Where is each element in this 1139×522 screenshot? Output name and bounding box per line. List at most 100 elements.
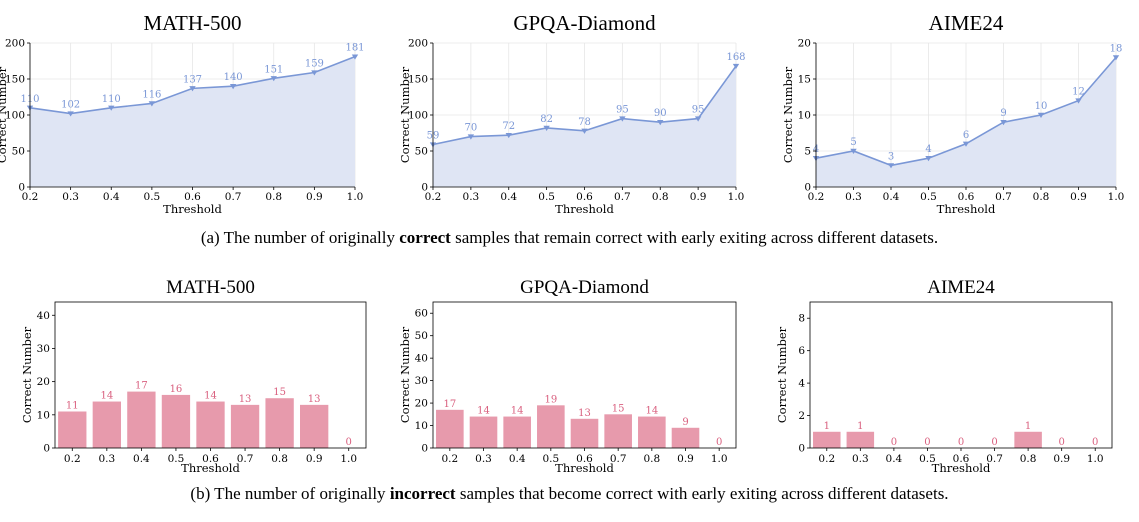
x-tick-label: 0.8 — [271, 453, 288, 465]
x-tick-label: 0.9 — [306, 453, 323, 465]
point-marker — [581, 128, 588, 134]
y-tick-label: 10 — [415, 420, 428, 432]
x-tick-label: 0.5 — [920, 191, 937, 203]
x-tick-label: 0.9 — [1053, 453, 1070, 465]
y-axis-label: Correct Number — [781, 66, 795, 163]
chart-3: AIME244534691012180.20.30.40.50.60.70.80… — [781, 11, 1124, 216]
x-tick-label: 0.3 — [845, 191, 862, 203]
y-tick-label: 0 — [43, 443, 50, 455]
x-tick-label: 0.3 — [98, 453, 115, 465]
chart-title: AIME24 — [927, 277, 995, 298]
bar — [161, 394, 191, 448]
x-tick-label: 0.2 — [64, 453, 81, 465]
x-tick-label: 0.2 — [808, 191, 825, 203]
x-tick-label: 0.4 — [509, 453, 526, 465]
x-tick-label: 1.0 — [1108, 191, 1125, 203]
point-marker — [189, 86, 196, 92]
y-tick-label: 4 — [798, 378, 805, 390]
caption-a: (a) The number of originally correct sam… — [0, 228, 1139, 248]
data-label: 13 — [578, 408, 591, 419]
x-tick-label: 0.6 — [576, 453, 593, 465]
data-label: 0 — [346, 437, 352, 448]
caption-a-prefix: (a) The number of originally — [200, 228, 400, 247]
x-tick-label: 0.5 — [144, 191, 161, 203]
data-label: 12 — [1072, 87, 1085, 98]
x-tick-label: 0.4 — [133, 453, 150, 465]
y-tick-label: 0 — [421, 443, 428, 455]
data-label: 14 — [100, 391, 113, 402]
point-marker — [270, 76, 277, 82]
data-label: 159 — [305, 59, 324, 70]
x-tick-label: 0.2 — [425, 191, 442, 203]
bar — [196, 401, 225, 448]
data-label: 14 — [204, 391, 217, 402]
x-tick-label: 0.5 — [542, 453, 559, 465]
data-label: 95 — [692, 105, 705, 116]
data-label: 3 — [888, 151, 894, 162]
data-label: 18 — [1110, 43, 1123, 54]
data-label: 0 — [991, 437, 997, 448]
x-tick-label: 0.5 — [168, 453, 185, 465]
caption-a-bold: correct — [399, 228, 451, 247]
chart-5: GPQA-Diamond 17 0.2 14 0.3 14 0.4 19 0.5 13 0.6 15 0… — [398, 277, 737, 475]
x-tick-label: 1.0 — [728, 191, 745, 203]
x-tick-label: 0.9 — [677, 453, 694, 465]
y-tick-label: 0 — [804, 182, 811, 194]
point-marker — [1075, 98, 1082, 104]
data-label: 0 — [891, 437, 897, 448]
x-tick-label: 0.2 — [818, 453, 835, 465]
data-label: 9 — [1000, 108, 1006, 119]
y-axis-label: Correct Number — [775, 326, 789, 423]
data-label: 78 — [578, 117, 591, 128]
x-tick-label: 0.6 — [958, 191, 975, 203]
chart-title: GPQA-Diamond — [513, 11, 656, 35]
x-tick-label: 0.4 — [103, 191, 120, 203]
x-tick-label: 0.4 — [886, 453, 903, 465]
x-axis-label: Threshold — [555, 461, 614, 475]
bar — [299, 404, 329, 448]
bar — [813, 431, 841, 448]
data-label: 13 — [308, 394, 321, 405]
bar — [604, 414, 632, 448]
point-marker — [543, 125, 550, 131]
data-label: 11 — [66, 401, 79, 412]
y-tick-label: 6 — [798, 345, 805, 357]
data-label: 116 — [142, 89, 161, 100]
x-tick-label: 0.6 — [202, 453, 219, 465]
y-tick-label: 100 — [5, 110, 25, 122]
y-tick-label: 0 — [18, 182, 25, 194]
x-tick-label: 0.3 — [62, 191, 79, 203]
point-marker — [467, 134, 475, 140]
x-tick-label: 1.0 — [340, 453, 357, 465]
y-tick-label: 5 — [804, 146, 811, 158]
y-tick-label: 8 — [798, 313, 805, 325]
caption-a-suffix: samples that remain correct with early e… — [450, 228, 939, 247]
x-tick-label: 0.9 — [690, 191, 707, 203]
y-tick-label: 150 — [5, 74, 25, 86]
data-label: 0 — [924, 437, 930, 448]
data-label: 15 — [273, 387, 286, 398]
bar — [265, 398, 294, 448]
y-tick-label: 60 — [415, 308, 428, 320]
data-label: 1 — [1025, 421, 1031, 432]
bar — [58, 411, 87, 448]
data-label: 14 — [511, 406, 524, 417]
bar — [846, 431, 875, 448]
data-label: 19 — [544, 394, 557, 405]
x-axis-label: Threshold — [932, 461, 991, 475]
plot-frame — [809, 301, 1113, 449]
point-marker — [887, 163, 895, 169]
x-tick-label: 1.0 — [1087, 453, 1104, 465]
point-marker — [229, 84, 237, 90]
x-tick-label: 0.7 — [614, 191, 631, 203]
bar — [92, 401, 122, 448]
x-tick-label: 0.3 — [852, 453, 869, 465]
y-tick-label: 10 — [798, 110, 811, 122]
bar — [127, 391, 156, 448]
y-tick-label: 40 — [415, 353, 428, 365]
y-tick-label: 0 — [798, 443, 805, 455]
point-marker — [1000, 120, 1007, 126]
point-marker — [1112, 55, 1120, 61]
y-tick-label: 20 — [37, 376, 50, 388]
